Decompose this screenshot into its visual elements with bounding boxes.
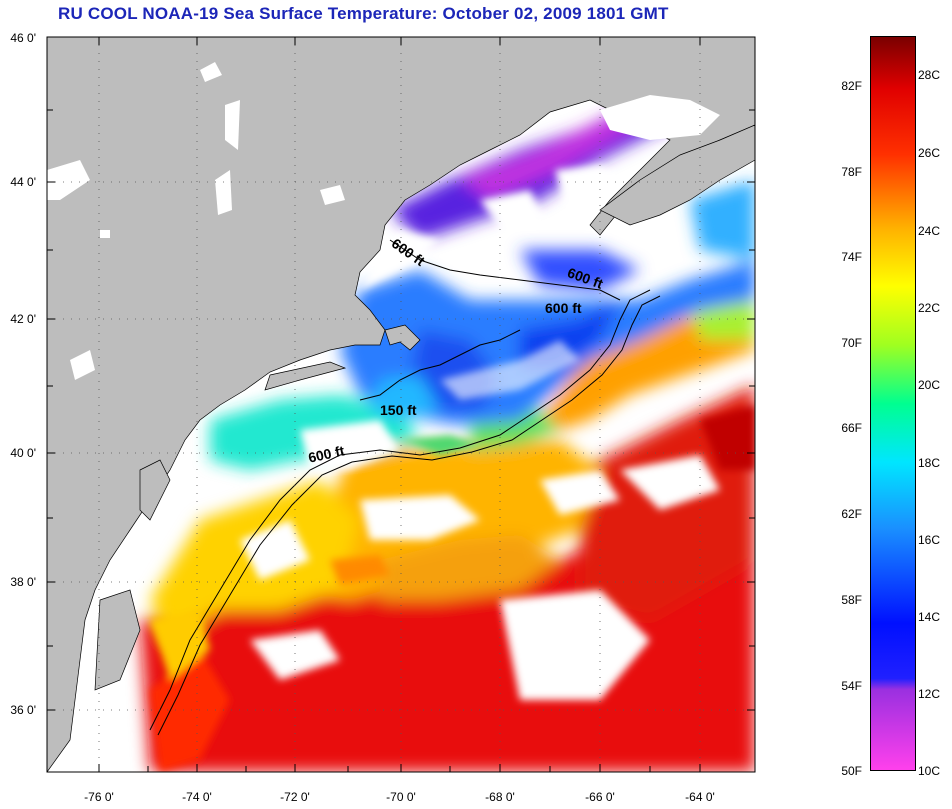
land-mass [47,37,755,772]
lon-label: -76 0' [84,790,114,804]
lon-label: -70 0' [386,790,416,804]
celsius-label: 22C [918,301,941,315]
map-title: RU COOL NOAA-19 Sea Surface Temperature:… [58,4,669,23]
celsius-label: 12C [918,687,941,701]
lon-label: -74 0' [182,790,212,804]
lakes [47,62,720,380]
fahrenheit-label: 54F [841,679,862,693]
celsius-label: 20C [918,378,941,392]
celsius-label: 16C [918,533,941,547]
temperature-colorbar [870,36,916,771]
fahrenheit-label: 66F [841,421,862,435]
fahrenheit-label: 58F [841,593,862,607]
lat-label: 38 0' [10,575,36,589]
fahrenheit-label: 50F [841,764,862,778]
fahrenheit-label: 78F [841,165,862,179]
lon-label: -66 0' [585,790,615,804]
lat-label: 46 0' [10,31,36,45]
celsius-label: 18C [918,456,941,470]
celsius-label: 10C [918,764,941,778]
cloud-patches [240,165,720,700]
lat-label: 44 0' [10,175,36,189]
axis-ticks [47,37,755,772]
coastal-islands [94,324,421,691]
lon-label: -68 0' [485,790,515,804]
celsius-label: 14C [918,610,941,624]
celsius-label: 28C [918,68,941,82]
depth-label: 600 ft [545,300,582,316]
celsius-label: 24C [918,224,941,238]
fahrenheit-label: 82F [841,79,862,93]
lon-label: -72 0' [280,790,310,804]
depth-label: 150 ft [380,402,417,418]
fahrenheit-label: 62F [841,507,862,521]
depth-contours [149,239,661,736]
lon-label: -64 0' [685,790,715,804]
lat-label: 36 0' [10,703,36,717]
lat-label: 40 0' [10,446,36,460]
celsius-label: 26C [918,146,941,160]
lat-label: 42 0' [10,312,36,326]
sst-detail [150,405,755,772]
fahrenheit-label: 74F [841,250,862,264]
fahrenheit-label: 70F [841,336,862,350]
